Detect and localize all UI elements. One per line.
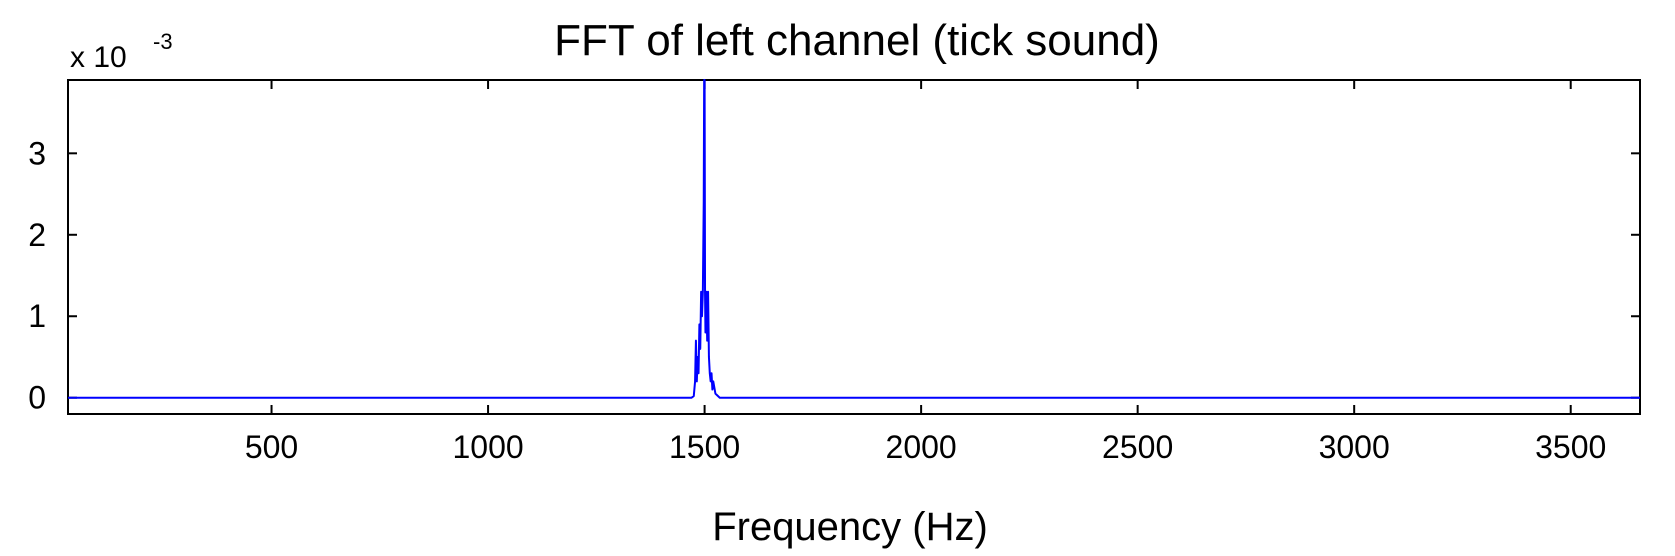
y-tick-label: 3 — [28, 135, 46, 171]
x-tick-label: 2500 — [1102, 429, 1173, 465]
x-axis-label: Frequency (Hz) — [712, 505, 988, 549]
y-tick-label: 1 — [28, 298, 46, 334]
chart-title: FFT of left channel (tick sound) — [554, 16, 1160, 65]
x-tick-label: 500 — [245, 429, 298, 465]
plot-area — [68, 79, 1640, 399]
y-exponent-base: x 10 — [70, 41, 127, 74]
y-tick-label: 0 — [28, 380, 46, 416]
axes-frame — [67, 79, 1641, 415]
x-tick-label: 3000 — [1319, 429, 1390, 465]
y-ticks: 0 1 2 3 — [28, 135, 1640, 416]
y-exponent-power: -3 — [153, 29, 173, 54]
fft-series-line — [68, 79, 1640, 399]
y-tick-label: 2 — [28, 217, 46, 253]
x-tick-label: 3500 — [1535, 429, 1606, 465]
x-tick-label: 1500 — [669, 429, 740, 465]
x-tick-label: 2000 — [886, 429, 957, 465]
x-tick-label: 1000 — [452, 429, 523, 465]
x-ticks: 500 1000 1500 2000 2500 3000 3500 — [245, 80, 1606, 465]
y-exponent-label: x 10 -3 — [70, 29, 173, 74]
axes-box — [67, 79, 1641, 415]
